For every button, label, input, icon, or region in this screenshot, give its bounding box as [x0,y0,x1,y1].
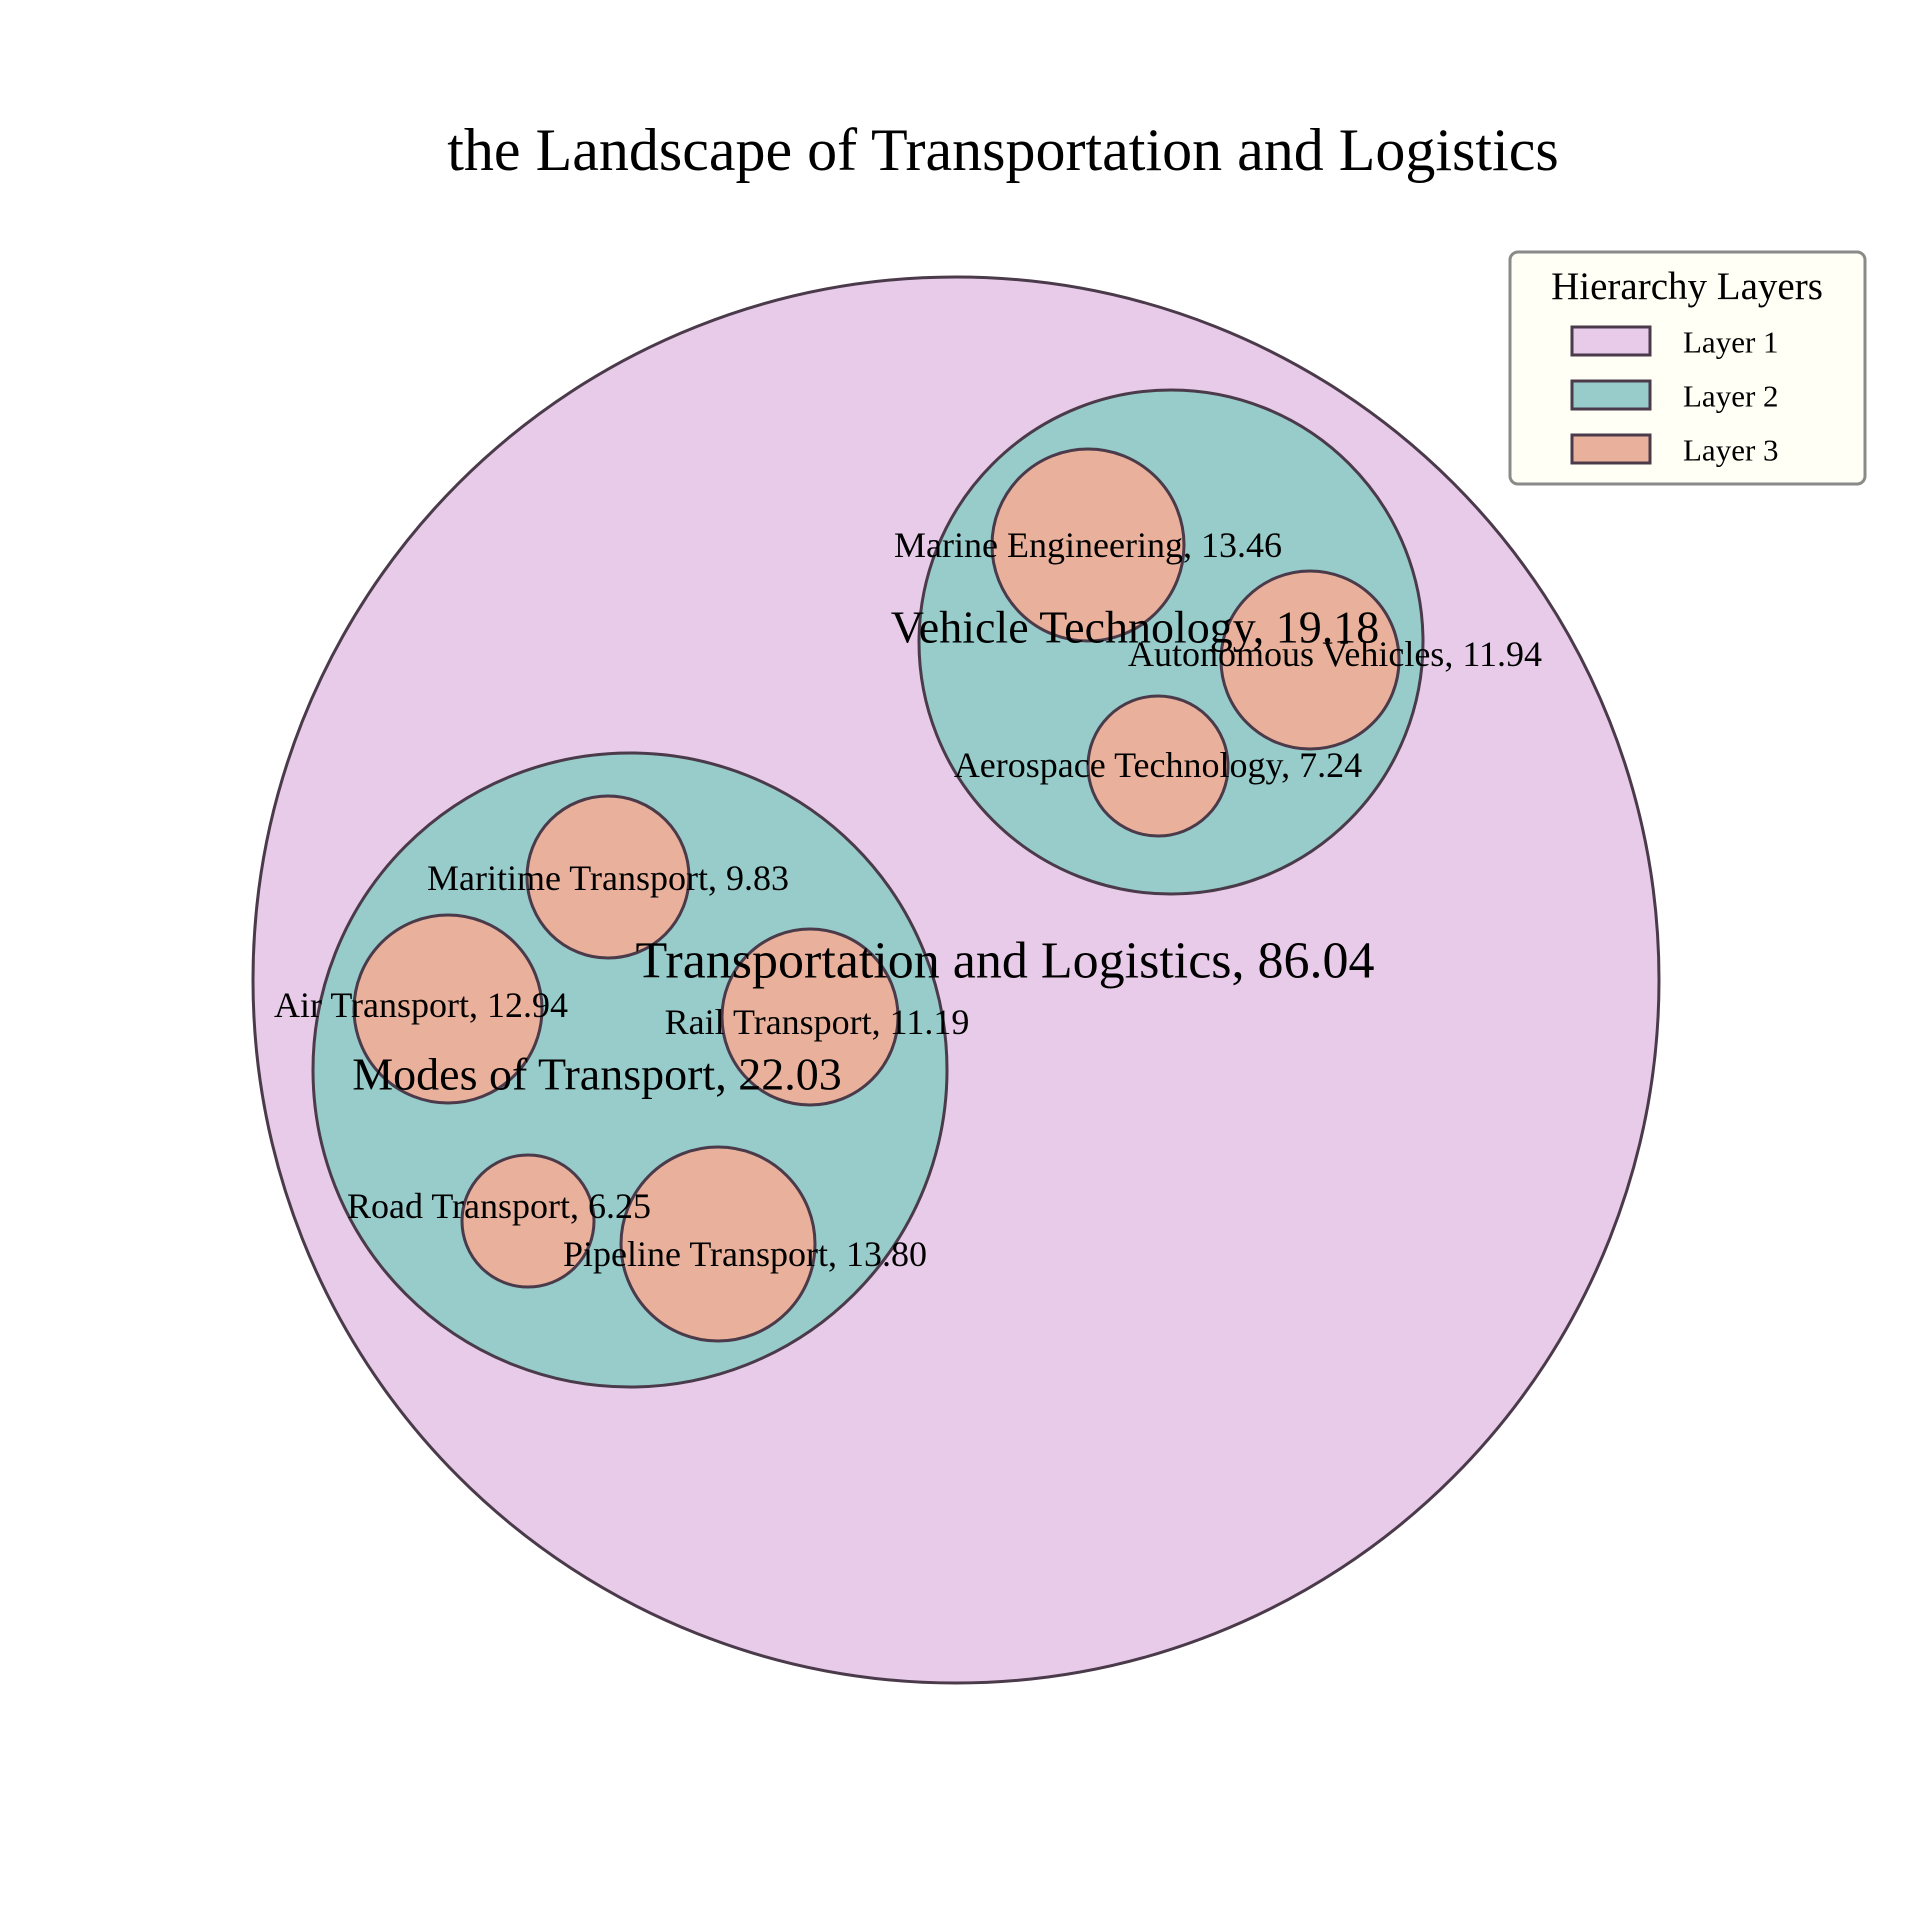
bubble-marine-engineering [990,447,1186,643]
labels-group: Transportation and Logistics, 86.04 Vehic… [274,525,1542,1274]
bubble-aerospace-technology [1086,694,1230,838]
label-transportation-and-logistics: Transportation and Logistics, 86.04 [635,933,1374,990]
legend-label-layer-2: Layer 2 [1683,379,1779,414]
label-autonomous-vehicles: Autonomous Vehicles, 11.94 [1128,634,1542,674]
label-pipeline-transport: Pipeline Transport, 13.80 [563,1234,927,1274]
label-road-transport: Road Transport, 6.25 [347,1186,651,1226]
label-rail-transport: Rail Transport, 11.19 [665,1002,970,1042]
bubble-autonomous-vehicles [1219,569,1401,751]
legend-swatch-layer-1 [1570,325,1652,357]
label-aerospace-technology: Aerospace Technology, 7.24 [954,745,1362,785]
chart-title: the Landscape of Transportation and Logi… [447,117,1558,183]
label-vehicle-technology: Vehicle Technology, 19.18 [891,602,1380,653]
bubbles-group [251,275,1661,1685]
legend-title: Hierarchy Layers [1551,265,1823,308]
label-marine-engineering: Marine Engineering, 13.46 [894,525,1282,565]
bubble-air-transport [352,913,544,1105]
bubble-road-transport [460,1153,596,1289]
bubble-rail-transport [720,927,900,1107]
label-maritime-transport: Maritime Transport, 9.83 [427,858,789,898]
legend-items: Layer 1 Layer 2 Layer 3 [1570,325,1779,468]
bubble-maritime-transport [525,794,691,960]
legend-swatch-layer-3 [1570,433,1652,465]
legend-box [1508,250,1867,486]
legend-label-layer-1: Layer 1 [1683,325,1779,360]
bubble-pipeline-transport [619,1145,817,1343]
legend-label-layer-3: Layer 3 [1683,433,1779,468]
label-modes-of-transport: Modes of Transport, 22.03 [352,1049,841,1100]
legend-swatch-layer-2 [1570,379,1652,411]
label-air-transport: Air Transport, 12.94 [274,985,568,1025]
legend: Hierarchy Layers Layer 1 Layer 2 Layer 3 [1508,250,1867,486]
